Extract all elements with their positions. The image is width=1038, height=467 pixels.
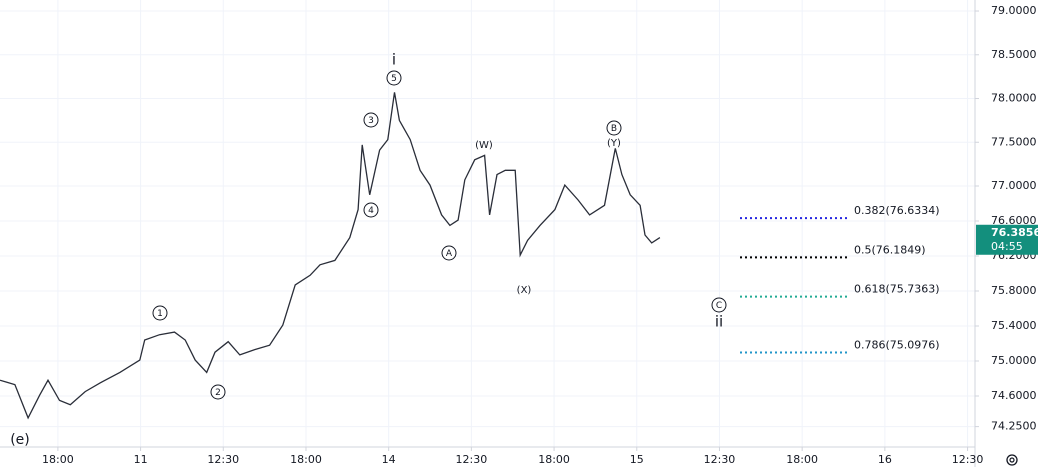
x-tick-label: 18:00 bbox=[538, 453, 570, 466]
y-tick-label: 76.6000 bbox=[991, 214, 1037, 227]
wave-circle bbox=[606, 120, 622, 136]
y-tick-label: 78.5000 bbox=[991, 48, 1037, 61]
y-tick-label: 75.0000 bbox=[991, 354, 1037, 367]
y-tick-label: 77.5000 bbox=[991, 135, 1037, 148]
wave-label: 5 bbox=[391, 74, 397, 84]
wave-label: (e) bbox=[10, 432, 30, 448]
settings-icon[interactable] bbox=[1006, 454, 1018, 466]
wave-label: (W) bbox=[475, 140, 493, 151]
x-tick-label: 16 bbox=[878, 453, 892, 466]
wave-label: i bbox=[392, 51, 396, 69]
countdown: 04:55 bbox=[991, 240, 1023, 253]
x-tick-label: 11 bbox=[134, 453, 148, 466]
x-tick-label: 12:30 bbox=[207, 453, 239, 466]
wave-label: A bbox=[446, 249, 453, 259]
grid bbox=[0, 0, 975, 447]
y-tick-label: 79.0000 bbox=[991, 4, 1037, 17]
wave-label: 1 bbox=[157, 309, 163, 319]
wave-circle bbox=[711, 297, 727, 313]
wave-label: (Y) bbox=[607, 138, 621, 149]
wave-label: ii bbox=[715, 313, 723, 331]
y-tick-label: 75.8000 bbox=[991, 284, 1037, 297]
x-tick-label: 18:00 bbox=[42, 453, 74, 466]
x-tick-label: 15 bbox=[630, 453, 644, 466]
last-price-box bbox=[976, 224, 1038, 255]
wave-label: C bbox=[716, 301, 722, 311]
wave-label: (X) bbox=[517, 285, 532, 296]
wave-label: B bbox=[611, 124, 617, 134]
wave-label: 4 bbox=[368, 206, 374, 216]
wave-circle bbox=[152, 305, 168, 321]
fib-label: 0.786(75.0976) bbox=[854, 338, 940, 351]
price-line bbox=[0, 92, 661, 420]
y-tick-label: 74.2500 bbox=[991, 420, 1037, 433]
x-tick-label: 12:30 bbox=[456, 453, 488, 466]
y-tick-label: 74.6000 bbox=[991, 389, 1037, 402]
last-price: 76.3856 bbox=[991, 226, 1038, 239]
x-tick-label: 14 bbox=[382, 453, 396, 466]
wave-circle bbox=[363, 112, 379, 128]
wave-label: 3 bbox=[368, 116, 374, 126]
wave-label: 2 bbox=[215, 388, 221, 398]
x-tick-label: 12:30 bbox=[952, 453, 984, 466]
y-tick-label: 78.0000 bbox=[991, 92, 1037, 105]
wave-circle bbox=[386, 70, 402, 86]
wave-circle bbox=[210, 384, 226, 400]
x-tick-label: 12:30 bbox=[704, 453, 736, 466]
fib-label: 0.5(76.1849) bbox=[854, 243, 926, 256]
wave-circle bbox=[441, 245, 457, 261]
fib-label: 0.618(75.7363) bbox=[854, 283, 940, 296]
fib-label: 0.382(76.6334) bbox=[854, 204, 940, 217]
wave-circle bbox=[363, 202, 379, 218]
y-tick-label: 77.0000 bbox=[991, 179, 1037, 192]
x-tick-label: 18:00 bbox=[786, 453, 818, 466]
y-tick-label: 75.4000 bbox=[991, 319, 1037, 332]
x-tick-label: 18:00 bbox=[290, 453, 322, 466]
